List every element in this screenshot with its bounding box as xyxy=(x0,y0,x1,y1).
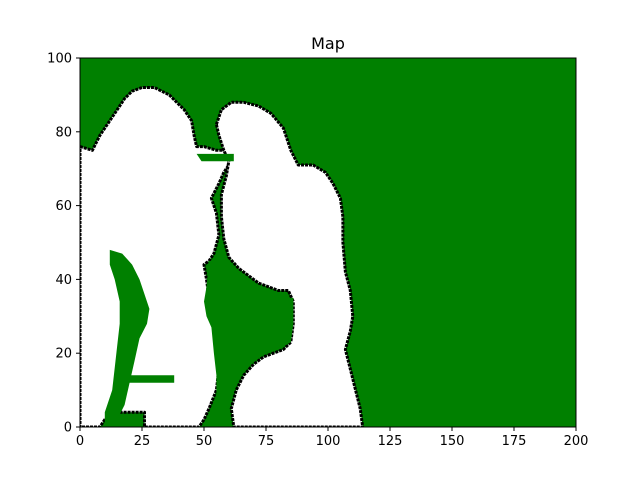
y-tick-label: 100 xyxy=(47,52,72,67)
y-tick-label: 0 xyxy=(64,421,72,436)
region-free-strip-bottom xyxy=(127,375,175,383)
region-right-figure xyxy=(214,100,365,427)
y-tick-label: 40 xyxy=(55,273,72,288)
x-tick-label: 50 xyxy=(196,434,213,449)
x-tick-label: 125 xyxy=(378,434,403,449)
x-tick-label: 200 xyxy=(564,434,589,449)
region-free-pocket-center xyxy=(204,260,294,420)
y-tick-label: 80 xyxy=(55,125,72,140)
x-tick-label: 75 xyxy=(258,434,275,449)
map-regions xyxy=(80,86,365,427)
y-axis: 0 20 40 60 80 100 xyxy=(47,52,80,436)
x-tick-label: 25 xyxy=(134,434,151,449)
y-tick-label: 20 xyxy=(55,347,72,362)
y-tick-label: 60 xyxy=(55,199,72,214)
x-tick-label: 175 xyxy=(502,434,527,449)
x-tick-label: 150 xyxy=(440,434,465,449)
region-free-pocket-left xyxy=(104,249,150,427)
x-axis: 0 25 50 75 100 125 150 175 200 xyxy=(76,427,589,449)
x-tick-label: 100 xyxy=(316,434,341,449)
region-free-strip-top xyxy=(196,153,234,162)
chart-title: Map xyxy=(311,34,345,53)
x-tick-label: 0 xyxy=(76,434,84,449)
plot-area xyxy=(80,58,576,427)
